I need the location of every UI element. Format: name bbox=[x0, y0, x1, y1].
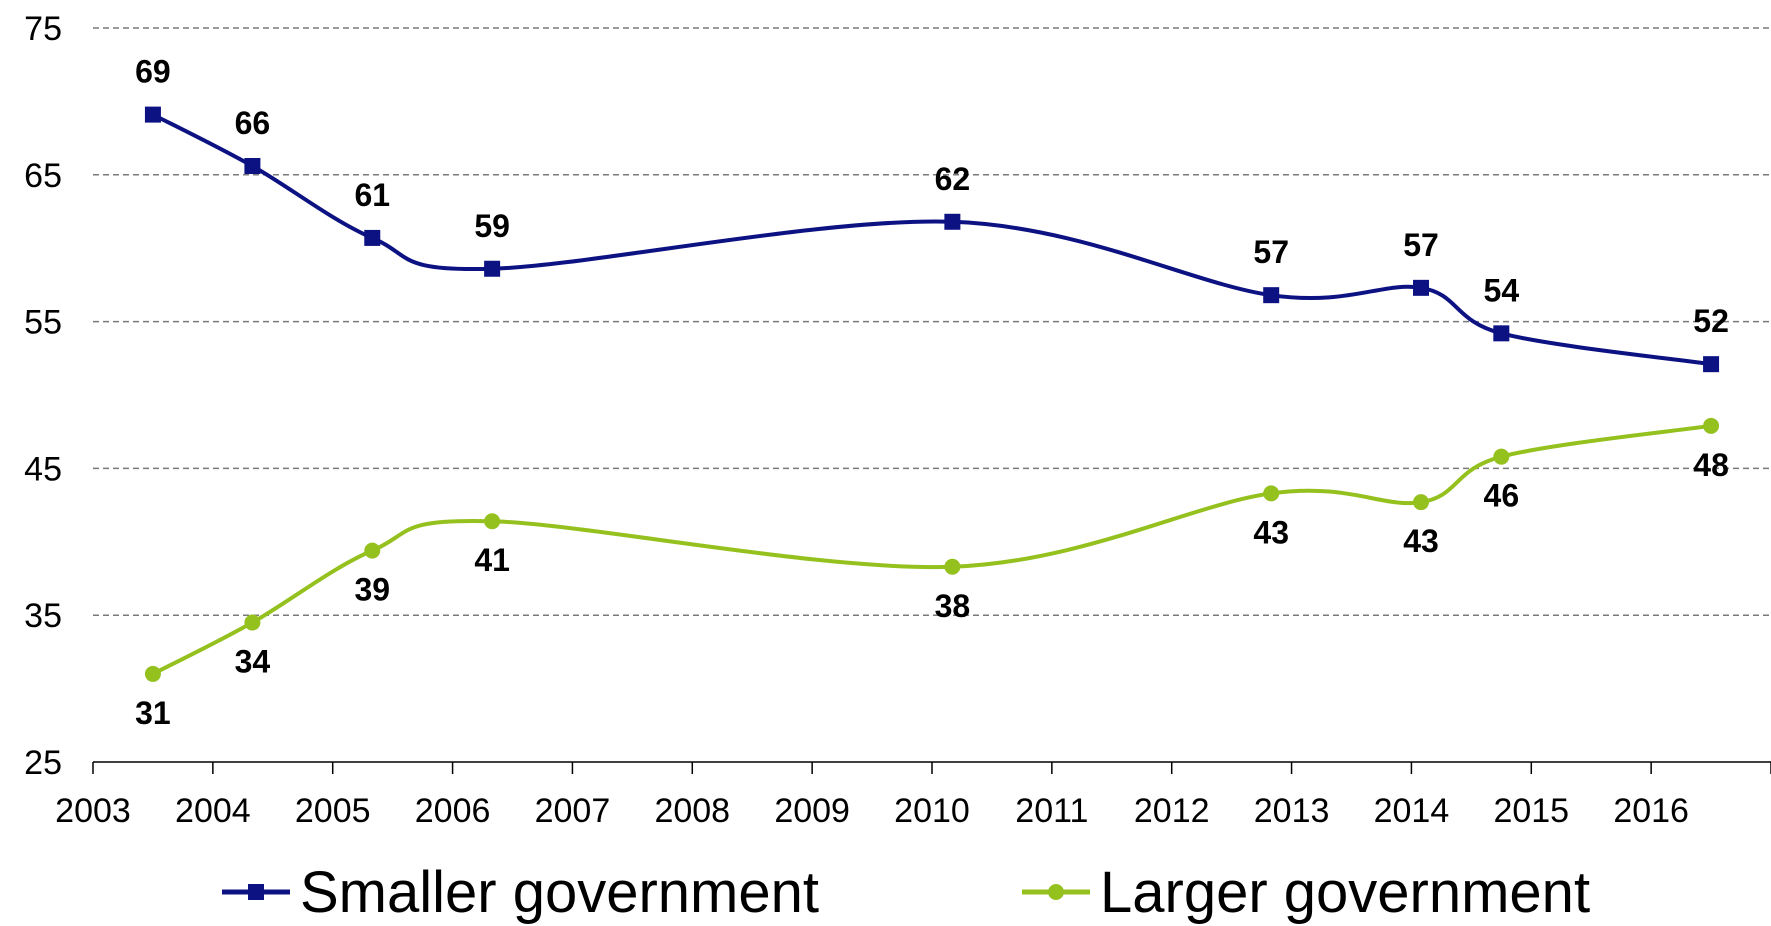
data-point bbox=[1703, 417, 1720, 434]
gridlines bbox=[93, 27, 1771, 616]
data-point bbox=[364, 542, 381, 559]
legend-marker bbox=[248, 884, 264, 900]
data-point bbox=[944, 558, 961, 575]
data-label: 52 bbox=[1693, 303, 1729, 339]
data-point bbox=[484, 513, 501, 530]
data-point bbox=[944, 213, 961, 230]
x-tick-label: 2005 bbox=[295, 792, 371, 830]
data-label: 46 bbox=[1484, 478, 1520, 514]
data-label: 57 bbox=[1253, 234, 1289, 270]
data-label: 41 bbox=[474, 542, 510, 578]
legend: Smaller government Larger government bbox=[222, 860, 1590, 925]
x-tick-label: 2003 bbox=[55, 792, 131, 830]
series-group: 69 66 61 59 62 57 57 54 52 31 34 39 41 38 43 43 46 48 bbox=[135, 54, 1729, 731]
data-label: 62 bbox=[935, 161, 971, 197]
data-label: 38 bbox=[935, 588, 971, 624]
data-label: 69 bbox=[135, 54, 171, 90]
x-tick-label: 2010 bbox=[894, 792, 970, 830]
data-point bbox=[1413, 494, 1430, 511]
x-tick-label: 2015 bbox=[1493, 792, 1569, 830]
data-label: 59 bbox=[474, 208, 510, 244]
data-point bbox=[244, 157, 261, 174]
data-label: 39 bbox=[354, 572, 390, 608]
data-point bbox=[1263, 485, 1280, 502]
x-tick-label: 2008 bbox=[654, 792, 730, 830]
x-tick-label: 2016 bbox=[1613, 792, 1689, 830]
data-label: 66 bbox=[235, 105, 271, 141]
legend-marker bbox=[1048, 884, 1064, 900]
data-point bbox=[144, 106, 161, 123]
data-label: 57 bbox=[1403, 227, 1439, 263]
series-line bbox=[152, 423, 1712, 676]
y-tick-label: 55 bbox=[24, 304, 62, 342]
data-point bbox=[1493, 325, 1510, 342]
data-point bbox=[1493, 448, 1510, 465]
y-tick-label: 75 bbox=[24, 10, 62, 48]
y-tick-label: 45 bbox=[24, 450, 62, 488]
data-label: 31 bbox=[135, 695, 171, 731]
x-tick-label: 2004 bbox=[175, 792, 251, 830]
series-line bbox=[152, 112, 1712, 367]
data-point bbox=[1413, 279, 1430, 296]
y-axis: 25 35 45 55 65 75 bbox=[24, 10, 62, 782]
data-label: 43 bbox=[1403, 523, 1439, 559]
x-tick-label: 2014 bbox=[1374, 792, 1450, 830]
x-tick-label: 2012 bbox=[1134, 792, 1210, 830]
y-tick-label: 65 bbox=[24, 157, 62, 195]
legend-label: Smaller government bbox=[300, 860, 819, 925]
x-tick-label: 2006 bbox=[415, 792, 491, 830]
data-label: 34 bbox=[235, 644, 271, 680]
data-point bbox=[144, 665, 161, 682]
data-point bbox=[484, 260, 501, 277]
y-tick-label: 25 bbox=[24, 744, 62, 782]
legend-item: Larger government bbox=[1022, 860, 1590, 925]
data-point bbox=[244, 614, 261, 631]
y-tick-label: 35 bbox=[24, 597, 62, 635]
data-label: 61 bbox=[354, 177, 390, 213]
x-tick-label: 2011 bbox=[1015, 792, 1088, 830]
data-label: 54 bbox=[1484, 272, 1520, 308]
x-tick-label: 2013 bbox=[1254, 792, 1330, 830]
series-smaller-government: 69 66 61 59 62 57 57 54 52 bbox=[135, 54, 1729, 373]
data-point bbox=[364, 229, 381, 246]
x-tick-label: 2007 bbox=[535, 792, 611, 830]
data-label: 43 bbox=[1253, 514, 1289, 550]
x-axis: 2003 2004 2005 2006 2007 2008 2009 2010 2011 2012… bbox=[55, 761, 1771, 830]
data-point bbox=[1263, 287, 1280, 304]
data-point bbox=[1703, 356, 1720, 373]
legend-item: Smaller government bbox=[222, 860, 819, 925]
x-tick-label: 2009 bbox=[774, 792, 850, 830]
legend-label: Larger government bbox=[1100, 860, 1590, 925]
series-larger-government: 31 34 39 41 38 43 43 46 48 bbox=[135, 417, 1729, 731]
data-label: 48 bbox=[1693, 447, 1729, 483]
